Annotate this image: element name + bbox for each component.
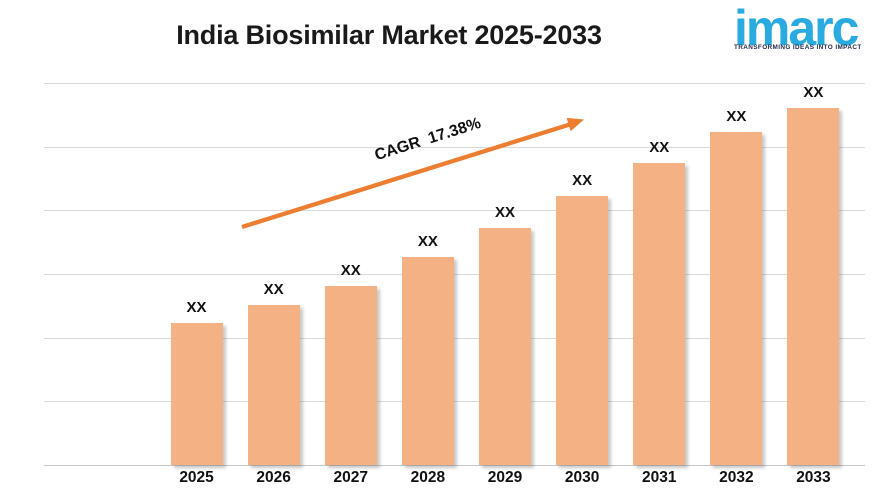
gridline — [44, 83, 865, 84]
x-axis-label: 2028 — [410, 469, 446, 486]
x-axis-label: 2033 — [796, 469, 831, 486]
imarc-logo: imarc TRANSFORMING IDEAS INTO IMPACT — [734, 0, 864, 56]
x-axis-label: 2027 — [333, 469, 369, 486]
bar — [633, 162, 686, 465]
imarc-logo-tagline: TRANSFORMING IDEAS INTO IMPACT — [734, 44, 862, 51]
bar-column: XX 2030 — [544, 83, 621, 486]
bar-column: XX 2027 — [312, 83, 389, 486]
bar-column: XX 2028 — [389, 83, 466, 486]
bar-column: XX 2031 — [621, 83, 698, 486]
bar-value-label: XX — [417, 232, 438, 250]
imarc-logo-text: imarc — [734, 0, 859, 56]
bar-value-label: XX — [572, 172, 593, 190]
bar-column: XX 2033 — [775, 83, 852, 486]
bar-column: XX 2026 — [235, 83, 312, 486]
bar — [247, 304, 300, 465]
bar-value-label: XX — [494, 204, 515, 222]
bar — [401, 256, 454, 465]
x-axis-label: 2029 — [487, 469, 523, 486]
bar-column: XX 2029 — [466, 83, 543, 486]
bar — [478, 228, 531, 465]
x-axis-label: 2030 — [564, 469, 600, 486]
bar — [170, 322, 223, 465]
chart-title: India Biosimilar Market 2025-2033 — [176, 20, 602, 50]
bar-value-label: XX — [649, 138, 670, 156]
bar-value-label: XX — [340, 261, 361, 279]
bar-series: XX 2025 XX 2026 XX 2027 XX 2028 XX 2029 XX 2030 XX 20… — [158, 83, 852, 486]
plot-area: XX 2025 XX 2026 XX 2027 XX 2028 XX 2029 XX 2030 XX 20… — [44, 83, 865, 486]
x-axis-label: 2025 — [179, 469, 214, 486]
bar — [556, 196, 609, 465]
x-axis-label: 2032 — [719, 469, 754, 486]
bar-value-label: XX — [186, 298, 207, 316]
x-axis-label: 2026 — [256, 469, 291, 486]
bar-column: XX 2025 — [158, 83, 235, 486]
bar-value-label: XX — [803, 83, 824, 101]
x-axis-line — [44, 465, 865, 466]
gridline — [44, 401, 865, 403]
gridline — [44, 337, 865, 339]
bar-value-label: XX — [263, 280, 284, 298]
bar — [710, 131, 763, 465]
bar-column: XX 2032 — [698, 83, 775, 486]
bar — [787, 107, 840, 465]
gridline — [44, 274, 865, 275]
x-axis-label: 2031 — [641, 469, 677, 486]
bar — [324, 285, 377, 465]
bar-value-label: XX — [726, 107, 747, 125]
